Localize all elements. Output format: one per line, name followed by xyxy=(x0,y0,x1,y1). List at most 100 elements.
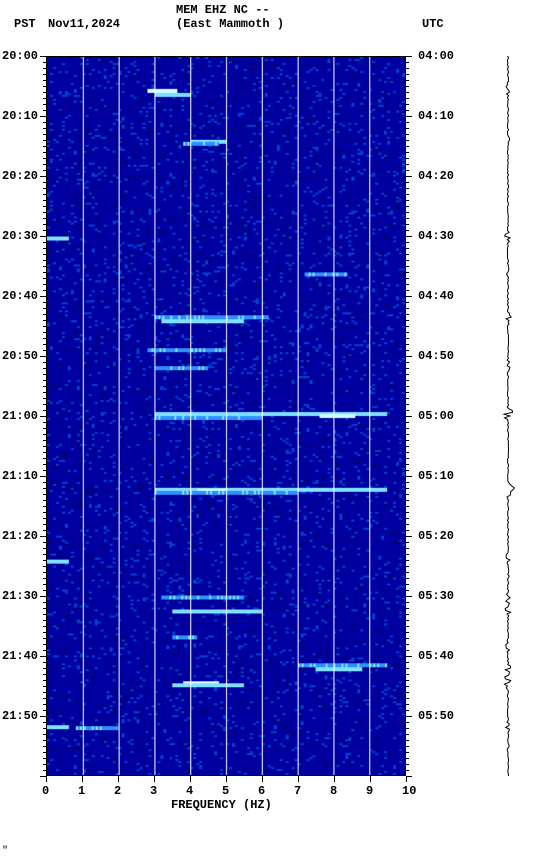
tick xyxy=(298,776,299,782)
tick xyxy=(43,692,46,693)
tick xyxy=(43,638,46,639)
tick xyxy=(406,710,409,711)
tick xyxy=(406,578,409,579)
tick xyxy=(406,434,409,435)
tick xyxy=(406,428,409,429)
tick xyxy=(43,386,46,387)
tick xyxy=(406,482,409,483)
tick xyxy=(406,242,409,243)
y-right-tick-label: 05:20 xyxy=(418,529,454,543)
tick xyxy=(43,758,46,759)
tick xyxy=(406,92,409,93)
tick xyxy=(43,662,46,663)
tick xyxy=(43,494,46,495)
tick xyxy=(406,662,409,663)
tick xyxy=(406,308,409,309)
tick xyxy=(43,704,46,705)
tick xyxy=(43,752,46,753)
tick xyxy=(406,668,409,669)
tick xyxy=(43,170,46,171)
tick xyxy=(43,620,46,621)
date-label: Nov11,2024 xyxy=(48,17,120,31)
tick xyxy=(406,746,409,747)
tick xyxy=(406,728,409,729)
tick xyxy=(43,524,46,525)
tick xyxy=(43,740,46,741)
tick xyxy=(43,626,46,627)
tick xyxy=(406,206,409,207)
tick xyxy=(40,56,46,57)
tick xyxy=(43,422,46,423)
tick xyxy=(40,656,46,657)
tick xyxy=(43,500,46,501)
tick xyxy=(406,188,409,189)
y-right-tick-label: 04:00 xyxy=(418,49,454,63)
tick xyxy=(406,440,409,441)
tick xyxy=(43,158,46,159)
tick xyxy=(406,464,409,465)
tick xyxy=(43,722,46,723)
tick xyxy=(43,278,46,279)
tick xyxy=(43,122,46,123)
tick xyxy=(43,566,46,567)
y-right-tick-label: 04:20 xyxy=(418,169,454,183)
tick xyxy=(406,128,409,129)
tick xyxy=(40,176,46,177)
tick xyxy=(43,698,46,699)
y-left-tick-label: 21:50 xyxy=(2,709,38,723)
tick xyxy=(46,776,47,782)
tick xyxy=(40,116,46,117)
tick xyxy=(43,320,46,321)
tick xyxy=(406,548,409,549)
tick xyxy=(82,776,83,782)
tick xyxy=(406,338,409,339)
y-left-tick-label: 20:30 xyxy=(2,229,38,243)
tick xyxy=(406,536,412,537)
tick xyxy=(262,776,263,782)
tick xyxy=(406,404,409,405)
tick xyxy=(406,254,409,255)
tick xyxy=(406,542,409,543)
tick xyxy=(43,254,46,255)
tick xyxy=(43,326,46,327)
tick xyxy=(406,134,409,135)
tick xyxy=(406,236,412,237)
tick xyxy=(43,332,46,333)
tick xyxy=(406,68,409,69)
seismic-trace xyxy=(499,56,517,778)
tick xyxy=(43,428,46,429)
tick xyxy=(43,734,46,735)
tick xyxy=(406,722,409,723)
y-right-tick-label: 04:40 xyxy=(418,289,454,303)
tick xyxy=(43,464,46,465)
tick xyxy=(118,776,119,782)
tick xyxy=(43,590,46,591)
x-tick-label: 4 xyxy=(186,784,193,798)
tick xyxy=(406,164,409,165)
tick xyxy=(406,212,409,213)
tick xyxy=(406,296,412,297)
tick xyxy=(43,644,46,645)
tick xyxy=(406,488,409,489)
tick xyxy=(43,506,46,507)
y-left-tick-label: 20:00 xyxy=(2,49,38,63)
tick xyxy=(43,410,46,411)
y-right-tick-label: 04:50 xyxy=(418,349,454,363)
station-line-2: (East Mammoth ) xyxy=(176,17,284,31)
tick xyxy=(406,590,409,591)
tick xyxy=(406,344,409,345)
tick xyxy=(43,218,46,219)
tick xyxy=(43,728,46,729)
tick xyxy=(406,758,409,759)
tick xyxy=(406,506,409,507)
tick xyxy=(43,242,46,243)
tick xyxy=(406,266,409,267)
tick xyxy=(406,314,409,315)
tick xyxy=(43,86,46,87)
tick xyxy=(406,158,409,159)
tick xyxy=(406,560,409,561)
tick xyxy=(406,518,409,519)
tick xyxy=(406,452,409,453)
x-tick-label: 7 xyxy=(294,784,301,798)
tick xyxy=(406,620,409,621)
